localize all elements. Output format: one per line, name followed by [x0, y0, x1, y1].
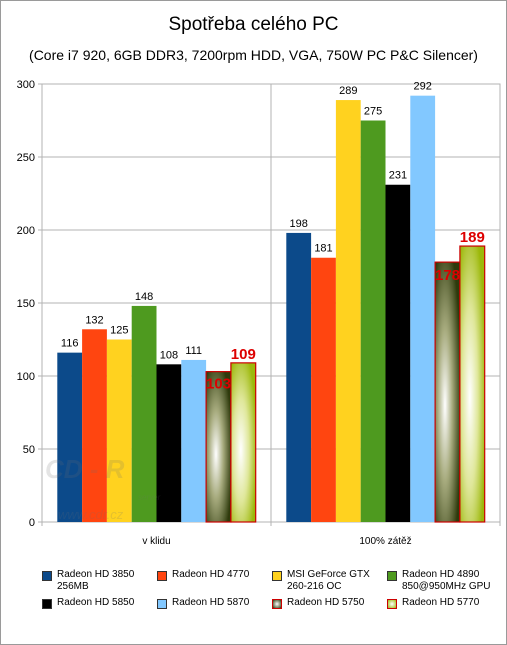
legend-label: Radeon HD 5850	[57, 597, 135, 608]
value-label: 292	[414, 81, 432, 93]
y-tick-label: 100	[17, 371, 35, 383]
y-tick-label: 0	[29, 517, 35, 529]
value-label: 111	[185, 345, 202, 357]
bar-radeon-hd-4770-1	[311, 257, 336, 522]
chart-subtitle: (Core i7 920, 6GB DDR3, 7200rpm HDD, VGA…	[29, 47, 478, 63]
legend-label: MSI GeForce GTX 260-216 OC	[287, 569, 370, 592]
legend-swatch	[157, 599, 167, 609]
y-tick-label: 50	[23, 444, 35, 456]
legend-swatch	[42, 571, 52, 581]
value-label: 181	[314, 243, 332, 255]
value-label: 109	[231, 346, 256, 363]
bar-radeon-hd-4770-0	[82, 329, 107, 522]
value-label: 178	[435, 267, 460, 284]
bar-msi-geforce-gtx-260-216-oc-0	[106, 339, 132, 522]
svg-text:server: server	[138, 493, 161, 502]
bar-radeon-hd-5750-0	[205, 371, 232, 523]
svg-text:CD - R: CD - R	[45, 454, 125, 484]
bar-radeon-hd-4890-850-950mhz-gpu-0	[131, 305, 157, 522]
bar-radeon-hd-5750-1	[434, 261, 461, 523]
legend-item: MSI GeForce GTX 260-216 OC	[272, 569, 383, 593]
value-label: 132	[85, 314, 103, 326]
legend-swatch	[157, 571, 167, 581]
legend-swatch	[387, 571, 397, 581]
cdr-watermark: CD - R server www.cdr.cz	[45, 454, 161, 522]
value-label: 125	[110, 325, 128, 337]
bar-radeon-hd-4890-850-950mhz-gpu-1	[360, 120, 386, 522]
legend-item: Radeon HD 5870	[157, 597, 268, 609]
bar-radeon-hd-5850-0	[156, 364, 182, 522]
value-label: 198	[290, 218, 308, 230]
value-label: 289	[339, 85, 357, 97]
value-label: 116	[61, 338, 79, 350]
bar-msi-geforce-gtx-260-216-oc-1	[335, 100, 361, 522]
legend-label: Radeon HD 3850 256MB	[57, 569, 135, 592]
svg-text:www.cdr.cz: www.cdr.cz	[58, 507, 124, 522]
legend-label: Radeon HD 5770	[402, 597, 480, 608]
bar-radeon-hd-5870-1	[410, 95, 436, 523]
bar-radeon-hd-5870-0	[181, 359, 207, 522]
legend-swatch	[272, 599, 282, 609]
y-tick-label: 200	[17, 225, 35, 237]
legend-item: Radeon HD 4770	[157, 569, 268, 581]
legend-label: Radeon HD 4890 850@950MHz GPU	[402, 569, 491, 592]
legend-label: Radeon HD 5870	[172, 597, 250, 608]
axes: 0 50 100 150 200 250 300 v klidu 100% zátěž	[17, 79, 412, 547]
value-label: 108	[160, 349, 178, 361]
legend-label: Radeon HD 4770	[172, 569, 250, 580]
bar-radeon-hd-3850-256mb-0	[57, 352, 83, 522]
y-tick-label: 250	[17, 152, 35, 164]
value-label: 231	[389, 170, 407, 182]
value-label: 148	[135, 291, 153, 303]
legend-swatch	[387, 599, 397, 609]
y-tick-label: 150	[17, 298, 35, 310]
legend-item: Radeon HD 4890 850@950MHz GPU	[387, 569, 498, 593]
legend-swatch	[272, 571, 282, 581]
legend-item: Radeon HD 3850 256MB	[42, 569, 153, 593]
bar-radeon-hd-5850-1	[385, 184, 411, 523]
bar-radeon-hd-5770-0	[230, 362, 257, 523]
legend-swatch	[42, 599, 52, 609]
legend-item: Radeon HD 5770	[387, 597, 498, 609]
y-tick-label: 300	[17, 79, 35, 91]
legend-item: Radeon HD 5750	[272, 597, 383, 609]
x-tick-label: 100% zátěž	[359, 536, 411, 547]
bars	[57, 95, 486, 523]
value-label: 103	[206, 376, 231, 393]
chart-title: Spotřeba celého PC	[168, 14, 339, 35]
x-tick-label: v klidu	[142, 536, 170, 547]
bar-radeon-hd-5770-1	[459, 245, 486, 523]
value-label: 275	[364, 106, 382, 118]
legend-item: Radeon HD 5850	[42, 597, 153, 609]
legend: Radeon HD 3850 256MB Radeon HD 4770 MSI Ge…	[42, 569, 502, 635]
legend-label: Radeon HD 5750	[287, 597, 365, 608]
value-label: 189	[460, 229, 485, 246]
bar-radeon-hd-3850-256mb-1	[286, 232, 312, 523]
